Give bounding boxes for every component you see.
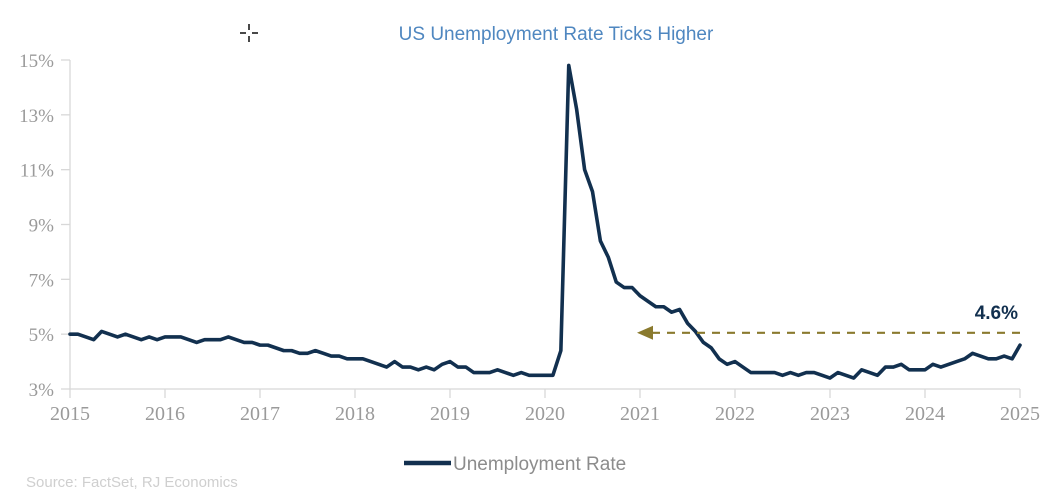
y-axis-tick-label: 3% [29, 380, 55, 401]
x-axis-tick-label: 2022 [715, 403, 755, 425]
x-axis-tick-label: 2018 [335, 403, 375, 425]
x-axis-tick-label: 2024 [905, 403, 945, 425]
x-axis-tick-label: 2019 [430, 403, 470, 425]
y-axis-tick-label: 15% [19, 51, 54, 72]
legend-label[interactable]: Unemployment Rate [453, 454, 626, 475]
source-label: Source: FactSet, RJ Economics [26, 474, 238, 491]
y-axis-tick-label: 7% [29, 270, 55, 291]
x-axis-tick-label: 2015 [50, 403, 90, 425]
y-axis-tick-label: 11% [20, 161, 54, 182]
callout-annotation: 4.6% [637, 303, 1020, 340]
crosshair-cursor [240, 24, 258, 42]
series-line-unemployment-rate [68, 63, 1022, 380]
y-axis-tick-label: 13% [19, 106, 54, 127]
x-axis-tick-label: 2016 [145, 403, 185, 425]
y-axis: 3% 5% 7% 9% 11% 13% 15% [19, 51, 71, 401]
x-axis-tick-label: 2023 [810, 403, 850, 425]
annotation-value-label: 4.6% [975, 303, 1018, 324]
chart-legend[interactable]: Unemployment Rate [404, 454, 626, 475]
chart-title: US Unemployment Rate Ticks Higher [399, 24, 714, 45]
x-axis-tick-label: 2025 [1000, 403, 1040, 425]
y-axis-tick-label: 9% [29, 216, 55, 237]
x-axis-tick-label: 2021 [620, 403, 660, 425]
x-axis-tick-label: 2020 [525, 403, 565, 425]
x-axis-tick-label: 2017 [240, 403, 280, 425]
series-lines [68, 63, 1022, 380]
x-axis: 2015 2016 2017 2018 2019 2020 2021 2022 2023 2024… [50, 388, 1040, 425]
annotation-arrowhead-icon [637, 325, 653, 340]
y-axis-tick-label: 5% [29, 325, 55, 346]
